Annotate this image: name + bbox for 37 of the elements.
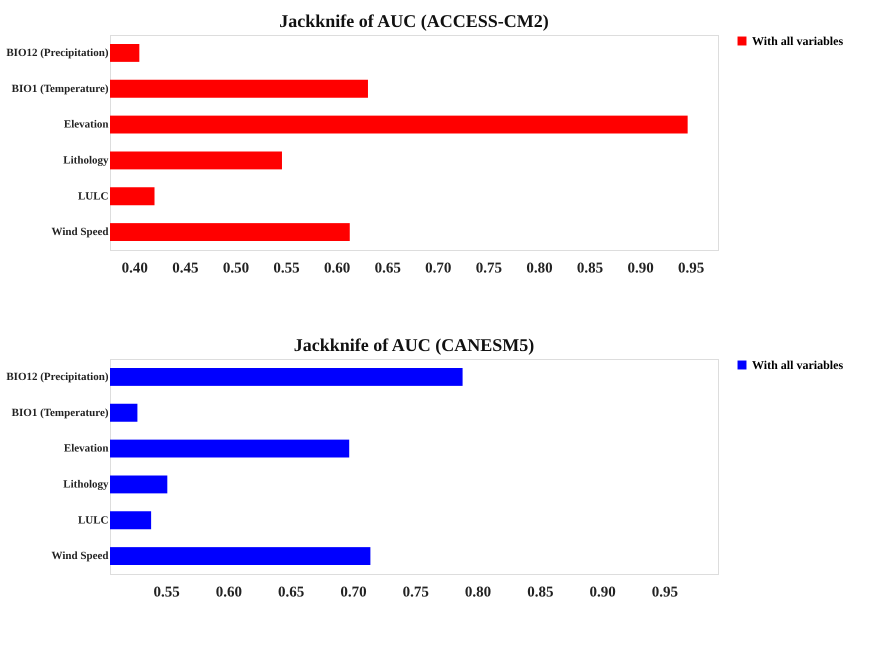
x-tick-label: 0.40 [122,260,148,276]
x-tick-label: 0.80 [464,584,492,600]
x-tick-label: 0.60 [216,584,242,600]
x-tick-label: 0.95 [652,584,678,600]
x-tick-label: 0.65 [374,260,401,276]
chart-title: Jackknife of AUC (ACCESS-CM2) [279,11,549,31]
x-tick-label: 0.45 [172,260,198,276]
y-tick-label: BIO1 (Temperature) [12,82,109,95]
x-tick-label: 0.65 [278,584,304,600]
x-tick-label: 0.60 [324,260,350,276]
x-tick-label: 0.55 [273,260,300,276]
y-tick-label: Wind Speed [52,226,108,238]
y-tick-label: Elevation [64,118,108,131]
x-tick-label: 0.70 [425,260,452,276]
x-tick-label: 0.55 [153,584,180,600]
y-tick-label: Lithology [63,478,109,490]
y-tick-label: LULC [78,190,109,202]
y-tick-label: Wind Speed [52,550,108,562]
x-tick-label: 0.90 [627,260,654,276]
x-tick-label: 0.85 [576,260,604,276]
x-tick-label: 0.90 [590,584,616,600]
x-tick-label: 0.75 [402,584,429,600]
y-tick-label: Elevation [64,442,108,455]
y-tick-label: BIO12 (Precipitation) [6,370,109,383]
chart-title: Jackknife of AUC (CANESM5) [294,335,534,355]
x-tick-label: 0.75 [476,260,502,276]
x-tick-label: 0.85 [527,584,554,600]
x-tick-label: 0.70 [340,584,367,600]
y-tick-label: LULC [78,514,109,526]
legend-label: With all variables [752,358,844,372]
y-tick-label: BIO1 (Temperature) [12,406,109,419]
y-tick-label: Lithology [63,154,109,166]
y-tick-label: BIO12 (Precipitation) [6,46,109,59]
legend-label: With all variables [752,34,844,48]
x-tick-label: 0.80 [526,260,553,276]
x-tick-label: 0.50 [222,260,250,276]
x-tick-label: 0.95 [678,260,704,276]
